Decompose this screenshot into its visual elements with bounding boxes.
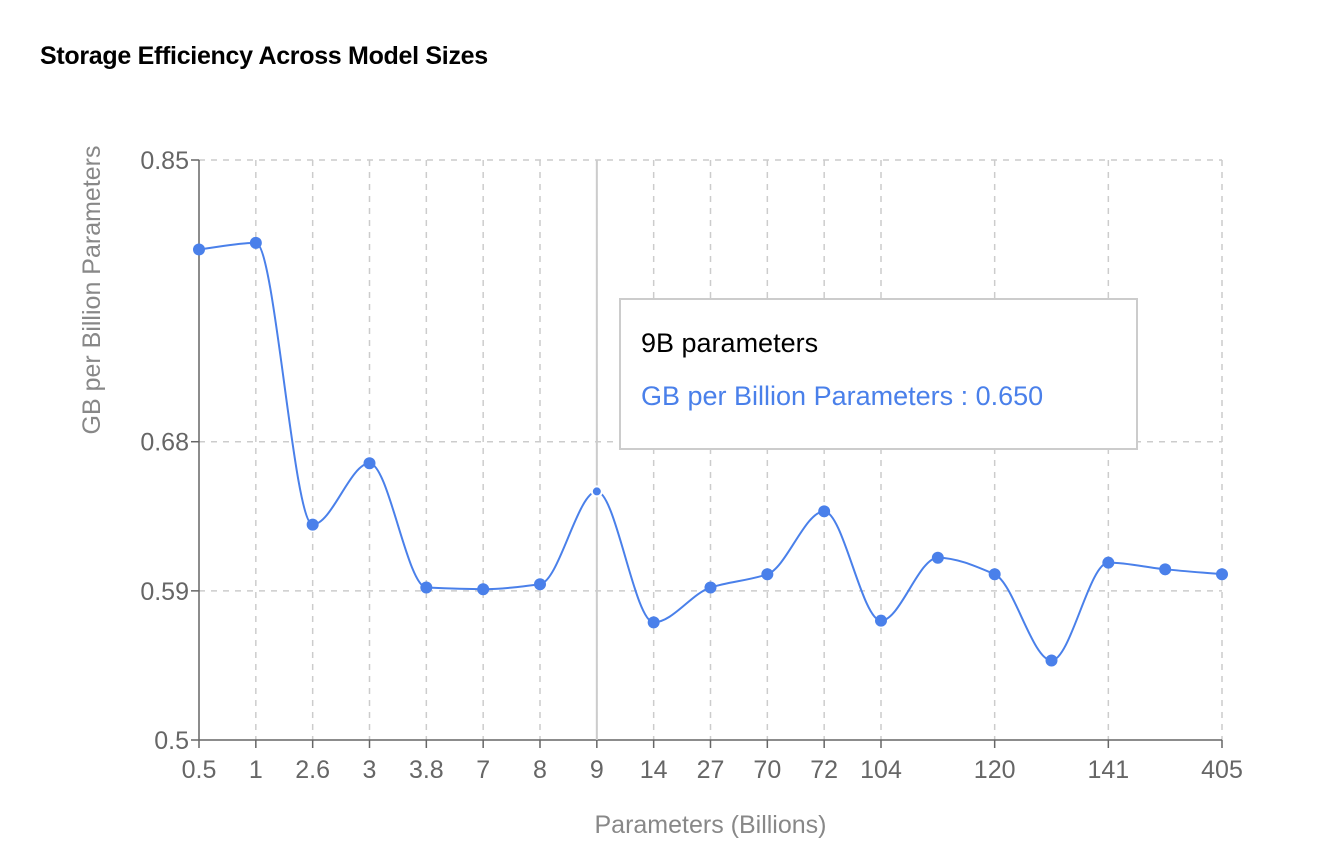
- tooltip-value: GB per Billion Parameters : 0.650: [641, 381, 1044, 411]
- x-tick-label: 1: [249, 756, 263, 784]
- data-point: [1045, 654, 1058, 667]
- x-tick-label: 2.6: [295, 756, 330, 784]
- x-tick-label: 0.5: [182, 756, 217, 784]
- x-tick-label: 3: [363, 756, 377, 784]
- data-point: [420, 581, 433, 594]
- data-point: [988, 568, 1001, 581]
- data-point: [818, 505, 831, 518]
- x-tick-label: 3.8: [409, 756, 444, 784]
- tooltip: 9B parameters GB per Billion Parameters …: [619, 298, 1138, 450]
- x-tick-label: 8: [533, 756, 547, 784]
- data-point: [1216, 568, 1228, 581]
- data-point: [249, 236, 262, 249]
- data-point: [761, 568, 774, 581]
- data-point: [306, 518, 319, 531]
- x-tick-label: 14: [640, 756, 668, 784]
- x-tick-label: 141: [1087, 756, 1129, 784]
- data-point: [1159, 563, 1172, 576]
- data-point: [534, 578, 546, 591]
- x-tick-label: 9: [590, 756, 604, 784]
- data-point: [931, 551, 944, 564]
- series-line: [198, 241, 1223, 662]
- data-point: [363, 457, 376, 470]
- x-tick-label: 405: [1201, 756, 1243, 784]
- chart-title: Storage Efficiency Across Model Sizes: [40, 42, 488, 70]
- x-tick-label: 27: [697, 756, 725, 784]
- y-axis-label: GB per Billion Parameters: [78, 145, 106, 434]
- y-tick-label: 0.59: [140, 578, 189, 606]
- tooltip-title: 9B parameters: [641, 328, 819, 358]
- x-tick-label: 72: [810, 756, 838, 784]
- data-point: [477, 583, 490, 596]
- y-tick-label: 0.68: [140, 429, 189, 457]
- x-tick-label: 120: [974, 756, 1016, 784]
- x-tick-label: 70: [753, 756, 781, 784]
- y-tick-label: 0.5: [154, 727, 189, 755]
- y-tick-label: 0.85: [140, 147, 189, 175]
- data-point: [875, 614, 887, 627]
- data-point: [193, 243, 205, 256]
- data-point: [647, 616, 660, 629]
- x-axis-label: Parameters (Billions): [594, 811, 826, 839]
- data-point: [704, 581, 717, 594]
- data-point: [590, 485, 603, 498]
- x-tick-label: 7: [476, 756, 490, 784]
- x-tick-label: 104: [860, 756, 902, 784]
- data-point: [1102, 556, 1115, 569]
